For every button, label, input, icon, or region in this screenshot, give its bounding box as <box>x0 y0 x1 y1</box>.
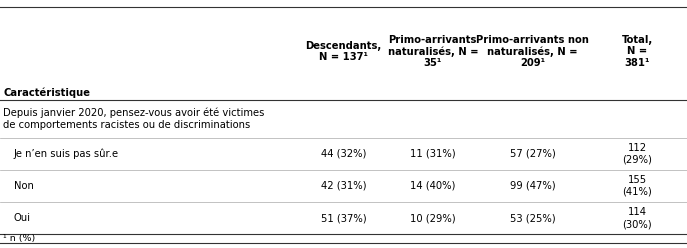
Text: Primo-arrivants non
naturalisés, N =
209¹: Primo-arrivants non naturalisés, N = 209… <box>476 34 589 68</box>
Text: 51 (37%): 51 (37%) <box>321 213 366 223</box>
Text: 53 (25%): 53 (25%) <box>510 213 555 223</box>
Text: 44 (32%): 44 (32%) <box>321 149 366 159</box>
Text: Non: Non <box>14 181 34 191</box>
Text: 99 (47%): 99 (47%) <box>510 181 555 191</box>
Text: 155
(41%): 155 (41%) <box>622 175 652 197</box>
Text: 14 (40%): 14 (40%) <box>410 181 455 191</box>
Text: ¹ n (%): ¹ n (%) <box>3 234 36 243</box>
Text: Descendants,
N = 137¹: Descendants, N = 137¹ <box>306 41 381 62</box>
Text: Oui: Oui <box>14 213 31 223</box>
Text: 11 (31%): 11 (31%) <box>410 149 455 159</box>
Text: 57 (27%): 57 (27%) <box>510 149 555 159</box>
Text: 114
(30%): 114 (30%) <box>622 207 652 229</box>
Text: Total,
N =
381¹: Total, N = 381¹ <box>622 35 653 68</box>
Text: 10 (29%): 10 (29%) <box>410 213 455 223</box>
Text: 42 (31%): 42 (31%) <box>321 181 366 191</box>
Text: Depuis janvier 2020, pensez-vous avoir été victimes
de comportements racistes ou: Depuis janvier 2020, pensez-vous avoir é… <box>3 108 264 130</box>
Text: Caractéristique: Caractéristique <box>3 88 91 98</box>
Text: 112
(29%): 112 (29%) <box>622 143 652 165</box>
Text: Je n’en suis pas sûr.e: Je n’en suis pas sûr.e <box>14 149 119 159</box>
Text: Primo-arrivants
naturalisés, N =
35¹: Primo-arrivants naturalisés, N = 35¹ <box>387 34 478 68</box>
